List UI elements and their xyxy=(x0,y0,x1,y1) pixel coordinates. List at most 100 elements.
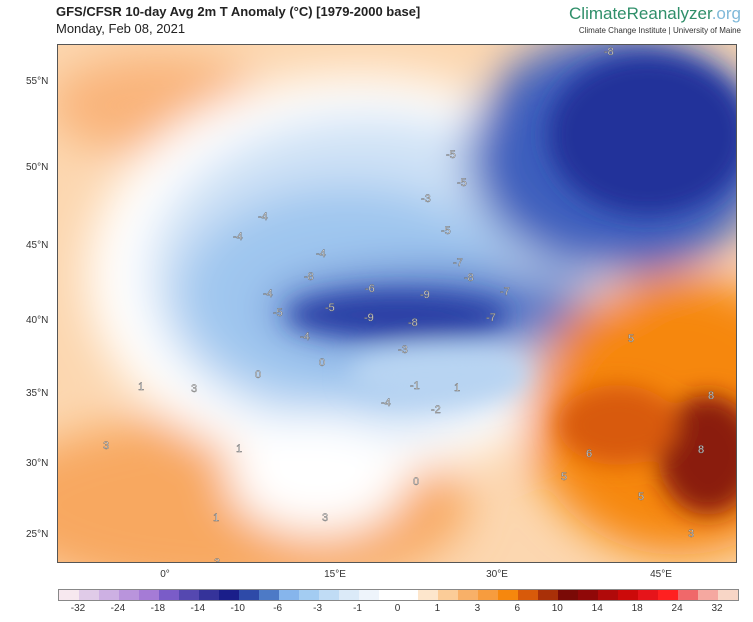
contour-label: -9 xyxy=(420,289,430,301)
map-date: Monday, Feb 08, 2021 xyxy=(56,21,186,36)
colorbar-segment xyxy=(158,590,179,600)
lat-label: 45°N xyxy=(26,240,49,251)
contour-label: -7 xyxy=(500,286,510,298)
brand-subtitle: Climate Change Institute | University of… xyxy=(578,26,741,35)
contour-label: 0 xyxy=(255,369,261,381)
contour-label: -4 xyxy=(316,248,326,260)
contour-label: 0 xyxy=(413,476,419,488)
colorbar-segment xyxy=(638,590,659,600)
contour-label: -8 xyxy=(604,46,614,58)
colorbar-segment xyxy=(398,590,419,600)
contour-label: 8 xyxy=(708,390,714,402)
colorbar-label: -24 xyxy=(110,603,126,614)
lat-label: 35°N xyxy=(26,388,49,399)
colorbar-label: -3 xyxy=(313,603,323,614)
colorbar-segment xyxy=(238,590,259,600)
contour-label: -5 xyxy=(457,177,467,189)
contour-label: -1 xyxy=(410,380,420,392)
colorbar-segment xyxy=(678,590,698,600)
colorbar-label: 0 xyxy=(394,603,401,614)
colorbar-label: 14 xyxy=(591,603,603,614)
colorbar-label: -14 xyxy=(190,603,206,614)
lon-label: 30°E xyxy=(486,569,508,580)
lat-label: 55°N xyxy=(26,76,49,87)
contour-label: 1 xyxy=(138,381,144,393)
contour-label: 1 xyxy=(454,382,460,394)
colorbar-segment xyxy=(278,590,299,600)
colorbar-label: 10 xyxy=(551,603,563,614)
contour-label: -3 xyxy=(421,193,431,205)
contour-label: 3 xyxy=(214,557,220,563)
colorbar-label: -1 xyxy=(353,603,362,614)
contour-label: -2 xyxy=(431,404,441,416)
colorbar-segment xyxy=(618,590,639,600)
colorbar-segment xyxy=(498,590,519,600)
colorbar-segment xyxy=(78,590,99,600)
colorbar-segment xyxy=(418,590,439,600)
lat-label: 50°N xyxy=(26,162,49,173)
colorbar-label: 32 xyxy=(711,603,723,614)
contour-label: 5 xyxy=(628,333,634,345)
colorbar xyxy=(58,589,739,601)
colorbar-segment xyxy=(478,590,499,600)
colorbar-segment xyxy=(59,590,79,600)
colorbar-segment xyxy=(698,590,718,600)
contour-label: -8 xyxy=(464,272,474,284)
colorbar-segment xyxy=(318,590,339,600)
contour-label: -8 xyxy=(408,317,418,329)
contour-label: -7 xyxy=(486,312,496,324)
colorbar-segment xyxy=(518,590,539,600)
colorbar-segment xyxy=(438,590,459,600)
colorbar-segment xyxy=(118,590,139,600)
contour-label: -4 xyxy=(300,331,310,343)
colorbar-segment xyxy=(558,590,579,600)
colorbar-label: -6 xyxy=(273,603,283,614)
colorbar-segment xyxy=(358,590,379,600)
colorbar-segment xyxy=(658,590,679,600)
colorbar-segment xyxy=(298,590,319,600)
colorbar-segment xyxy=(258,590,279,600)
contour-label: -8 xyxy=(304,271,314,283)
contour-label: 3 xyxy=(103,440,109,452)
colorbar-label: 18 xyxy=(631,603,643,614)
contour-label: 3 xyxy=(688,528,694,540)
colorbar-segment xyxy=(458,590,479,600)
colorbar-segment xyxy=(378,590,399,600)
contour-label: 3 xyxy=(191,383,197,395)
contour-label: 3 xyxy=(322,512,328,524)
colorbar-segment xyxy=(138,590,159,600)
colorbar-label: -10 xyxy=(230,603,245,614)
colorbar-label: -18 xyxy=(150,603,166,614)
brand-logo: ClimateReanalyzer.org xyxy=(569,4,741,23)
lat-label: 30°N xyxy=(26,458,49,469)
contour-label: -9 xyxy=(364,312,374,324)
lon-label: 0° xyxy=(160,569,170,580)
contour-label: 6 xyxy=(586,448,592,460)
contour-label: 1 xyxy=(236,443,242,455)
lat-label: 40°N xyxy=(26,315,49,326)
colorbar-label: 6 xyxy=(514,603,521,614)
temperature-anomaly-map: -8 -4 -4 -4 -4 -3 -8 -6 -5 -5 -9 -9 -8 -7 -8 -7 -7 -5 -5 -5… xyxy=(57,44,737,563)
colorbar-segment xyxy=(598,590,619,600)
lon-label: 15°E xyxy=(324,569,346,580)
contour-label: 5 xyxy=(561,471,567,483)
contour-label: -7 xyxy=(453,257,463,269)
colorbar-label: -32 xyxy=(70,603,86,614)
colorbar-label: 3 xyxy=(474,603,481,614)
colorbar-segment xyxy=(538,590,559,600)
colorbar-segment xyxy=(198,590,219,600)
contour-label: 5 xyxy=(638,491,644,503)
contour-label: -3 xyxy=(398,344,408,356)
contour-label: -4 xyxy=(233,231,243,243)
colorbar-label: 1 xyxy=(434,603,441,614)
contour-label: -5 xyxy=(441,225,451,237)
contour-label: -5 xyxy=(325,302,335,314)
colorbar-segment xyxy=(578,590,599,600)
contour-label: 8 xyxy=(698,444,704,456)
lon-label: 45°E xyxy=(650,569,672,580)
contour-label: -5 xyxy=(446,149,456,161)
lat-label: 25°N xyxy=(26,529,49,540)
colorbar-segment xyxy=(98,590,119,600)
contour-label: -4 xyxy=(258,211,268,223)
contour-label: -4 xyxy=(381,397,391,409)
